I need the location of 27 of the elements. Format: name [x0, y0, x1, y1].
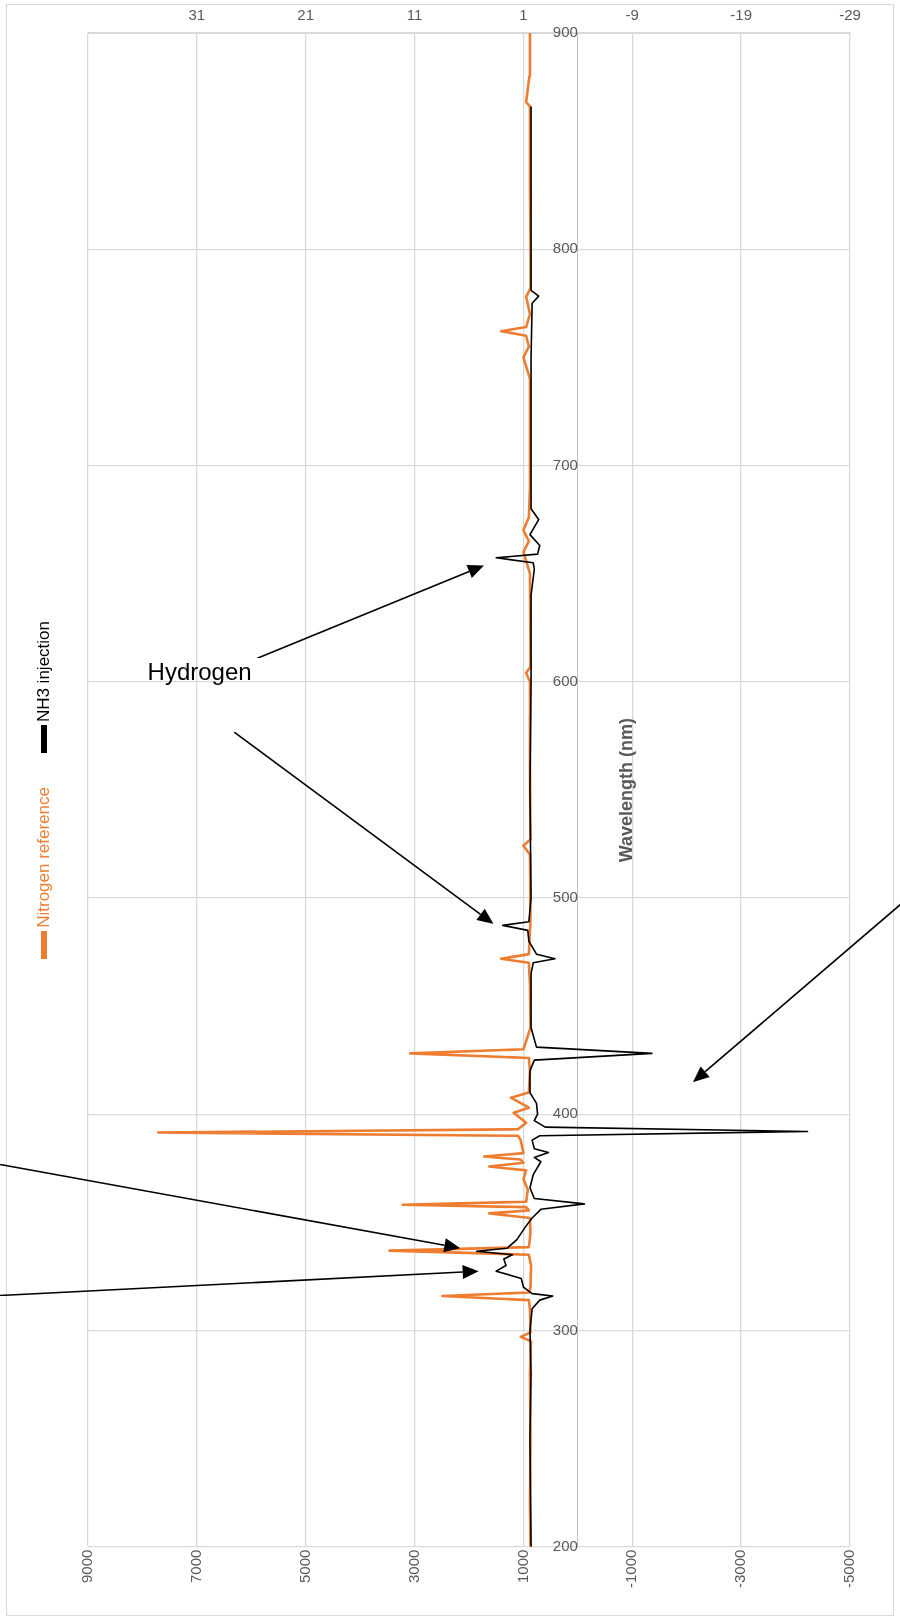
x-tick-label: 9000	[78, 1549, 96, 1584]
x2-tick-label: -9	[625, 6, 639, 24]
y-tick-label: 200	[552, 1536, 578, 1554]
text: NH3 injection	[34, 620, 54, 722]
x-tick-label: 1000	[513, 1549, 531, 1584]
y-tick-label: 500	[552, 888, 578, 906]
y-axis-title: Wavelength (nm)	[615, 717, 637, 862]
x-tick-label: -3000	[731, 1549, 749, 1589]
y-tick-label: 900	[552, 23, 578, 41]
x2-tick-label: 1	[519, 6, 528, 24]
x-tick-label: 3000	[404, 1549, 422, 1584]
y-tick-label: 800	[552, 239, 578, 257]
x-tick-label: -5000	[840, 1549, 858, 1589]
y-tick-label: 700	[552, 455, 578, 473]
annotation: Hydrogen	[147, 657, 252, 685]
x2-tick-label: 31	[188, 6, 206, 24]
x-tick-label: -1000	[622, 1549, 640, 1589]
x2-tick-label: 11	[406, 6, 423, 24]
y-tick-label: 400	[552, 1104, 578, 1122]
text: Nitrogen reference	[34, 786, 54, 928]
x2-tick-label: 21	[297, 6, 315, 24]
y-tick-label: 600	[552, 671, 578, 689]
x2-tick-label: -29	[839, 6, 861, 24]
x-tick-label: 7000	[187, 1549, 204, 1584]
y-tick-label: 300	[552, 1320, 578, 1338]
x-tick-label: 5000	[295, 1549, 313, 1584]
x2-tick-label: -19	[730, 6, 752, 24]
